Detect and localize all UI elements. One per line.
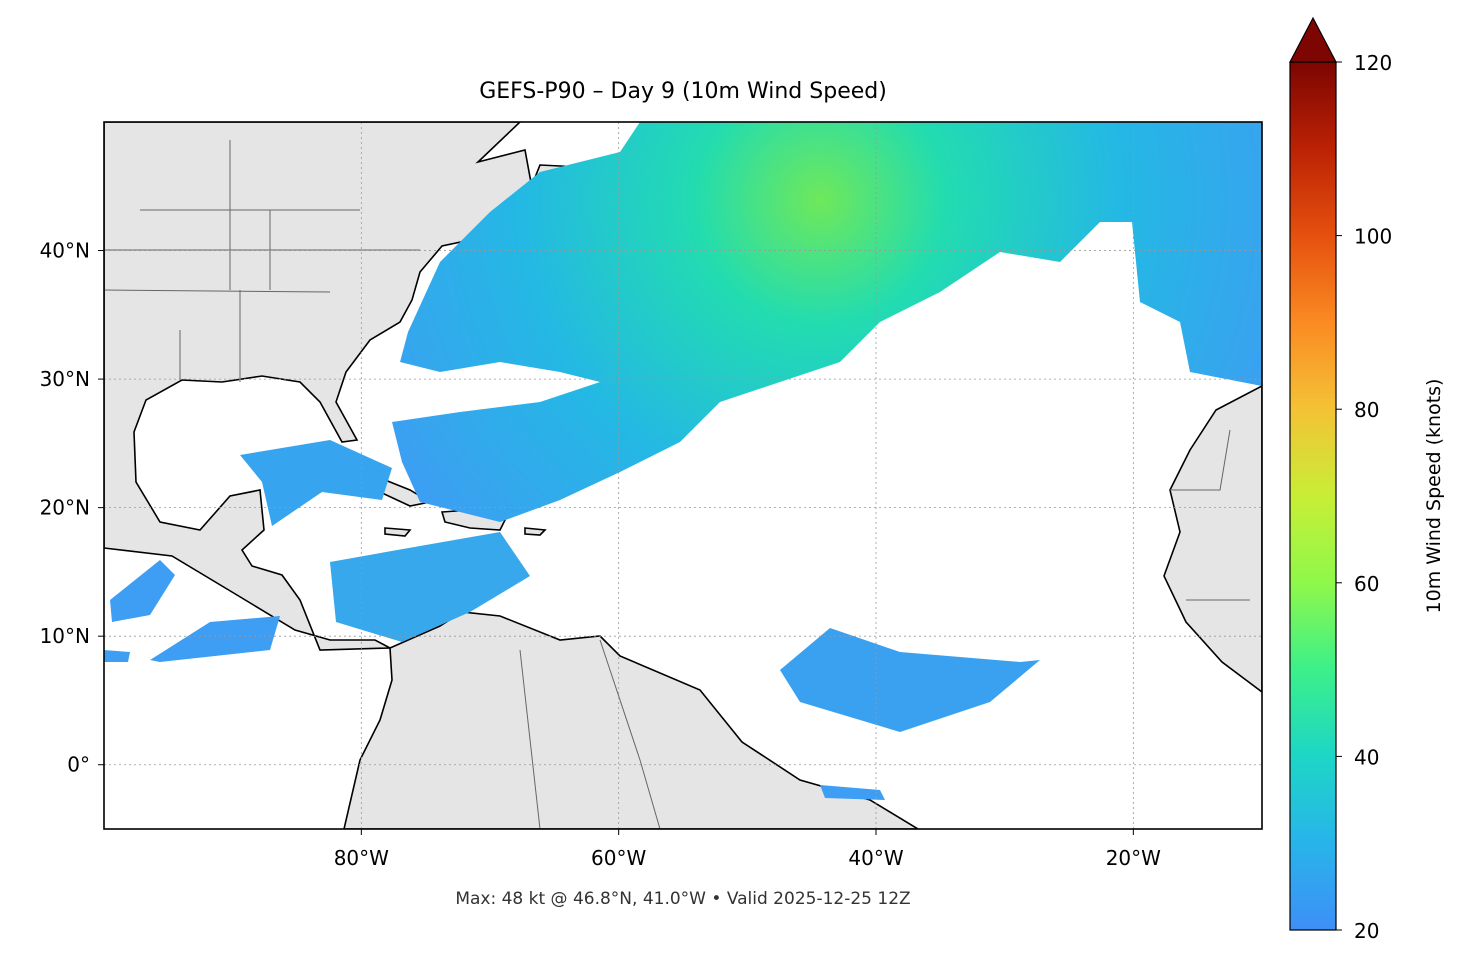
x-tick-label: 40°W: [848, 846, 903, 870]
land: [104, 122, 1262, 829]
colorbar-tick-label: 100: [1354, 225, 1392, 249]
wind-field: [104, 122, 1262, 800]
north-america: [104, 122, 533, 651]
colorbar-scale: [1289, 61, 1337, 931]
colorbar-tick-label: 20: [1354, 919, 1379, 943]
map-footer: Max: 48 kt @ 46.8°N, 41.0°W • Valid 2025…: [455, 889, 910, 909]
map-title: GEFS-P90 – Day 9 (10m Wind Speed): [479, 79, 887, 104]
y-tick-label: 20°N: [40, 496, 90, 520]
wind-area: [392, 122, 1262, 522]
x-tick-label: 80°W: [334, 846, 389, 870]
wind-area: [780, 628, 1040, 732]
colorbar-tick-label: 60: [1354, 572, 1379, 596]
colorbar-tick-label: 40: [1354, 745, 1379, 769]
borders: [104, 140, 1250, 829]
colorbar-extend: [1289, 16, 1337, 63]
colorbar-tick-label: 120: [1354, 51, 1392, 75]
africa: [1163, 385, 1262, 693]
y-tick-label: 0°: [67, 753, 90, 777]
wind-area: [330, 532, 530, 642]
map-axes: 80°W 60°W 40°W 20°W 0° 10°N 20°N 30°N 40°N: [40, 239, 1162, 870]
y-tick-label: 10°N: [40, 624, 90, 648]
gridlines: [104, 122, 1262, 829]
hispaniola: [384, 509, 547, 537]
colorbar-tick-label: 80: [1354, 398, 1379, 422]
x-tick-label: 20°W: [1106, 846, 1161, 870]
colorbar: 10m Wind Speed (knots) 20 40 60 80 100 120: [1289, 16, 1445, 943]
y-tick-label: 30°N: [40, 367, 90, 391]
wind-area: [240, 440, 392, 526]
map-frame: [103, 121, 1263, 830]
x-tick-label: 60°W: [591, 846, 646, 870]
colorbar-label: 10m Wind Speed (knots): [1423, 379, 1445, 614]
map-body: [104, 122, 1262, 829]
y-tick-label: 40°N: [40, 239, 90, 263]
south-america: [343, 611, 920, 829]
